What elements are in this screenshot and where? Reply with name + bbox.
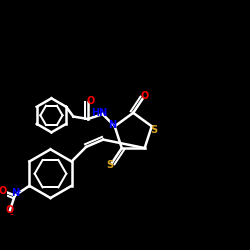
Text: O: O xyxy=(141,91,149,101)
Text: N: N xyxy=(108,120,116,130)
Text: S: S xyxy=(106,160,113,170)
Text: S: S xyxy=(150,125,157,135)
Text: N: N xyxy=(11,188,19,198)
Text: O: O xyxy=(0,186,7,196)
Text: -: - xyxy=(10,209,14,219)
Text: HN: HN xyxy=(91,108,107,118)
Text: O: O xyxy=(6,205,14,215)
Text: O: O xyxy=(87,96,95,106)
Text: +: + xyxy=(16,189,22,195)
